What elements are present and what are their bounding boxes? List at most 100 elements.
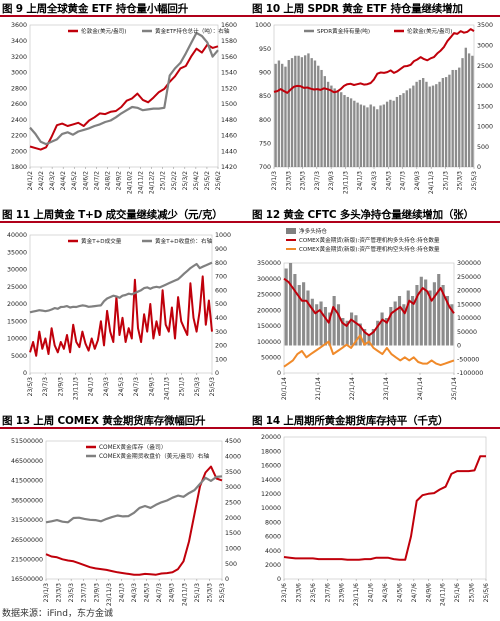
right-axis-tick-label: 500 (225, 561, 237, 568)
bar (371, 329, 375, 346)
x-axis-tick-label: 23/5/3 (300, 171, 307, 190)
legend-label: SPDR黄金持有量(吨) (317, 27, 370, 35)
right-axis-tick-label: 500 (215, 301, 227, 308)
bar (379, 105, 382, 167)
right-axis-tick-label: 2000 (477, 83, 493, 90)
legend-label: 黄金T+D收盘价：右轴 (155, 237, 213, 245)
bar (384, 318, 389, 346)
x-axis-tick-label: 24/9/3 (414, 171, 421, 190)
x-axis-tick-label: 24/4/2 (60, 171, 67, 190)
x-axis-tick-label: 25/1/3 (442, 171, 449, 190)
bar (415, 81, 418, 167)
right-axis-tick-label: 4500 (225, 438, 241, 445)
figure-11-title: 图 11 上周黄金 T+D 成交量继续减少（元/克） (2, 209, 223, 221)
x-axis-tick-label: 24/2/2 (38, 171, 45, 190)
bar (438, 81, 441, 167)
left-axis-tick-label: 16000 (261, 463, 281, 470)
x-axis-tick-label: 24/11/3 (181, 583, 188, 606)
bar (349, 98, 353, 167)
left-axis-tick-label: 10000 (261, 505, 281, 512)
figure-12-title: 图 12 黄金 CFTC 多头净持仓量继续增加（张） (252, 209, 474, 221)
bar (319, 301, 323, 346)
left-axis-tick-label: 6000 (265, 534, 281, 541)
right-axis-tick-label: 1520 (221, 85, 237, 92)
x-axis-tick-label: 24/11/6 (440, 583, 447, 606)
right-axis-tick-label: 1560 (221, 54, 237, 61)
right-axis-tick-label: 250000 (457, 274, 481, 281)
left-axis-tick-label: 3000 (11, 70, 27, 77)
figure-12-panel: 图 12 黄金 CFTC 多头净持仓量继续增加（张） 350000 300000 2… (250, 206, 500, 411)
right-axis-tick-label: 700 (215, 274, 227, 281)
x-axis-tick-label: 23/11/3 (73, 377, 80, 400)
bar (422, 78, 425, 167)
left-axis-tick-label: 36500000 (11, 497, 43, 504)
bar (445, 296, 450, 346)
bar (392, 100, 395, 167)
bar (406, 290, 410, 346)
x-axis-tick-label: 24/3/3 (371, 171, 378, 190)
x-axis-tick-label: 23/11/3 (342, 171, 349, 194)
legend-label: COMEX黄金库存（盎司） (99, 443, 167, 451)
bar (405, 90, 408, 167)
x-axis-tick-label: 23/5/3 (27, 377, 34, 396)
left-axis-tick-label: 18000 (261, 448, 281, 455)
bar (287, 60, 290, 167)
x-axis-tick-label: 25/3/2 (182, 171, 189, 190)
legend-label: COMEX黄金期货(新版):资产管理机构空头持仓:持仓数量 (299, 245, 440, 253)
bar (300, 57, 304, 167)
right-axis-tick-label: 500 (477, 144, 489, 151)
x-axis-tick-label: 25/1/3 (179, 377, 186, 396)
figure-9-panel: 图 9 上周全球黄金 ETF 持仓量小幅回升 3600 3400 3200 3000 2… (0, 0, 250, 205)
title-rule (0, 427, 250, 429)
bar (464, 47, 467, 167)
bar (303, 55, 307, 167)
right-axis-tick-label: 1600 (221, 22, 237, 29)
left-axis-tick-label: 10000 (7, 336, 27, 343)
left-axis-tick-label: 0 (277, 576, 281, 583)
left-axis-tick-label: 250000 (257, 292, 281, 299)
plot-area (29, 24, 219, 168)
bar (419, 276, 423, 346)
bar (408, 88, 412, 167)
bar (328, 312, 332, 346)
x-axis-tick-label: 24/1/14 (417, 377, 424, 400)
series-line (283, 334, 455, 368)
left-axis-tick-label: 25000 (7, 284, 27, 291)
left-axis-tick-label: 14000 (261, 477, 281, 484)
bar (411, 296, 415, 346)
figure-9-chart: 3600 3400 3200 3000 2800 2600 2400 2200 2000 1800… (11, 22, 237, 194)
bar (336, 304, 341, 346)
left-axis-tick-label: 51500000 (11, 438, 43, 445)
x-axis-tick-label: 24/3/6 (382, 583, 389, 602)
bar (288, 263, 293, 346)
bar (345, 320, 349, 346)
right-axis-tick-label: 1480 (221, 117, 237, 124)
x-axis-tick-label: 24/9/3 (148, 377, 155, 396)
x-axis-tick-label: 24/12/2 (149, 171, 156, 194)
figure-14-chart: 2000018000160001400012000100008000600040… (261, 434, 490, 606)
x-axis-tick-label: 25/2/2 (171, 171, 178, 190)
figure-10-title: 图 10 上周 SPDR 黄金 ETF 持仓量继续增加 (252, 3, 463, 15)
figure-13-title: 图 13 上周 COMEX 黄金期货库存微幅回升 (2, 415, 206, 427)
x-axis-tick-label: 24/6/2 (82, 171, 89, 190)
x-axis-tick-label: 24/3/3 (131, 583, 138, 602)
legend: 净多头持仓COMEX黄金期货(新版):资产管理机构多头持仓:持仓数量COMEX黄… (286, 227, 440, 253)
right-axis-tick-label: 0 (215, 370, 219, 377)
left-axis-tick-label: 20000 (7, 301, 27, 308)
bar (341, 318, 345, 346)
right-axis-tick-label: 50000 (457, 329, 477, 336)
title-rule (0, 15, 250, 17)
left-axis-tick-label: 700 (259, 164, 271, 171)
x-axis-tick-label: 24/5/6 (396, 583, 403, 602)
right-axis-tick-label: 200000 (457, 288, 481, 295)
bar (323, 76, 326, 167)
bar (402, 304, 406, 346)
bar (435, 84, 438, 167)
x-axis-tick-label: 25/6/2 (215, 171, 222, 190)
x-axis-tick-label: 24/5/3 (118, 377, 125, 396)
x-axis-tick-label: 24/9/6 (425, 583, 432, 602)
bar (336, 90, 340, 167)
x-axis-tick-label: 23/3/3 (56, 583, 63, 602)
bar (441, 285, 445, 346)
x-axis-tick-label: 24/9/3 (169, 583, 176, 602)
